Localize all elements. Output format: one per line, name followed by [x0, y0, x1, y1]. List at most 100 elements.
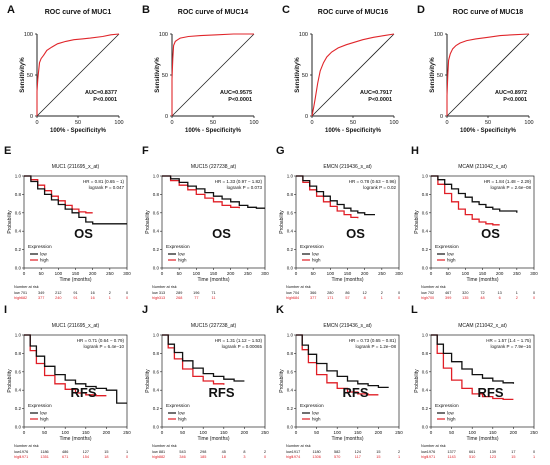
panel-letter: L	[411, 304, 418, 316]
p-value: P<0.0001	[503, 97, 527, 103]
risk-count-high: 15	[511, 455, 515, 459]
logrank-p: logrank P = 0.02	[363, 185, 396, 190]
panel-letter: E	[4, 145, 11, 157]
km-curve-high	[431, 334, 514, 401]
x-tick-label: 0	[295, 430, 298, 435]
x-tick-label: 0	[310, 120, 313, 126]
panel-title: ROC curve of MUC16	[318, 9, 389, 16]
x-axis-label: Time (months)	[466, 277, 498, 283]
y-tick-label: 0.0	[287, 425, 294, 430]
legend-label-low: low	[312, 252, 320, 257]
legend-label-low: low	[40, 252, 48, 257]
risk-count-high: 8	[364, 296, 366, 300]
risk-count-high: 682	[21, 296, 27, 300]
risk-count-high: 77	[194, 296, 198, 300]
x-tick-label: 0	[430, 430, 433, 435]
x-tick-label: 0	[430, 271, 433, 276]
y-tick-label: 0.6	[153, 210, 160, 215]
x-tick-label: 50	[446, 271, 452, 276]
risk-count-high: 1971	[427, 455, 435, 459]
y-tick-label: 0.2	[15, 406, 22, 411]
x-tick-label: 150	[210, 271, 218, 276]
risk-count-low: 467	[445, 291, 451, 295]
risk-count-low: 0	[398, 291, 400, 295]
risk-count-low: 1976	[427, 450, 435, 454]
risk-count-low: 0	[126, 291, 128, 295]
y-tick-label: 0.8	[153, 351, 160, 356]
risk-count-high: 346	[179, 455, 185, 459]
survival-type-label: OS	[212, 226, 231, 241]
risk-row-label-high: high	[286, 455, 293, 459]
auc-value: AUC=0.8972	[495, 90, 527, 96]
x-tick-label: 150	[72, 271, 80, 276]
auc-value: AUC=0.8377	[85, 90, 117, 96]
risk-count-high: 18	[222, 455, 226, 459]
y-tick-label: 0.8	[15, 192, 22, 197]
panel-title: ROC curve of MUC14	[178, 9, 249, 16]
x-tick-label: 50	[311, 271, 317, 276]
x-axis-label: 100% - Specificity%	[460, 128, 517, 134]
x-tick-label: 200	[496, 271, 504, 276]
roc-panel-c: C ROC curve of MUC16 00 50 50 100 100 100% - Sp…	[282, 4, 399, 134]
logrank-p: logrank P = 1.2e−08	[356, 344, 397, 349]
x-axis-label: Time (months)	[331, 277, 363, 283]
risk-count-high: 171	[327, 296, 333, 300]
y-axis-label: Probability	[7, 369, 13, 393]
y-axis-label: Probability	[279, 210, 285, 234]
x-tick-label: 50	[314, 430, 320, 435]
x-tick-label: 150	[354, 430, 362, 435]
risk-count-high: 6	[499, 296, 501, 300]
x-tick-label: 100	[114, 120, 123, 126]
risk-count-high: 1306	[312, 455, 320, 459]
x-tick-label: 100	[462, 271, 470, 276]
risk-count-high: 0	[533, 296, 535, 300]
y-axis-label: Sensitivity%	[155, 57, 161, 93]
hazard-ratio: HR = 1.33 (0.97 − 1.82)	[215, 179, 263, 184]
risk-count-high: 2	[516, 296, 518, 300]
y-tick-label: 0	[30, 114, 33, 120]
hazard-ratio: HR = 1.31 (1.12 − 1.53)	[215, 338, 263, 343]
risk-row-label-low: low	[286, 450, 292, 454]
risk-table-title: Number at risk	[421, 285, 446, 289]
risk-count-high: 1974	[292, 455, 300, 459]
x-tick-label: 300	[261, 271, 269, 276]
roc-panel-d: D ROC curve of MUC18 00 50 50 100 100 100% - Sp…	[417, 4, 534, 134]
y-tick-label: 0.0	[422, 266, 429, 271]
risk-count-low: 17	[511, 450, 515, 454]
km-curve-low	[431, 175, 518, 213]
y-tick-label: 0.0	[422, 425, 429, 430]
risk-row-label-low: low	[286, 291, 292, 295]
x-tick-label: 250	[395, 430, 403, 435]
risk-count-high: 0	[264, 455, 266, 459]
legend-label-low: low	[312, 411, 320, 416]
risk-count-high: 1	[533, 455, 535, 459]
km-curve-low	[162, 334, 245, 382]
km-panel-f: F MUC15 (227238_at) 0.0 0.2 0.4 0.6 0.8 1.0 0 50 1…	[142, 145, 269, 300]
y-tick-label: 1.0	[15, 174, 22, 179]
risk-count-high: 185	[200, 455, 206, 459]
logrank-p: logrank P = 6.4e−10	[84, 344, 125, 349]
y-tick-label: 0.8	[287, 192, 294, 197]
risk-count-high: 684	[293, 296, 299, 300]
legend-label-low: low	[178, 411, 186, 416]
risk-count-low: 1	[126, 450, 128, 454]
y-axis-label: Probability	[145, 210, 151, 234]
risk-count-high: 3	[243, 455, 245, 459]
risk-count-low: 543	[179, 450, 185, 454]
hazard-ratio: HR = 0.78 (0.63 − 0.96)	[349, 179, 397, 184]
risk-count-low: 486	[62, 450, 68, 454]
x-tick-label: 100	[327, 271, 335, 276]
x-tick-label: 100	[61, 430, 69, 435]
km-panel-k: K EMCN (219436_s_at) 0.0 0.2 0.4 0.6 0.8 1.0 0 50…	[276, 304, 403, 459]
legend-label-high: high	[40, 258, 49, 263]
risk-row-label-high: high	[152, 455, 159, 459]
risk-count-high: 48	[480, 296, 484, 300]
y-tick-label: 0.4	[153, 388, 160, 393]
hazard-ratio: HR = 1.84 (1.48 − 2.29)	[484, 179, 532, 184]
hazard-ratio: HR = 1.57 (1.4 − 1.75)	[486, 338, 531, 343]
x-tick-label: 0	[161, 271, 164, 276]
y-tick-label: 0.2	[15, 247, 22, 252]
km-curve-low	[296, 175, 375, 216]
y-tick-label: 100	[434, 32, 443, 38]
y-axis-label: Sensitivity%	[295, 57, 301, 93]
